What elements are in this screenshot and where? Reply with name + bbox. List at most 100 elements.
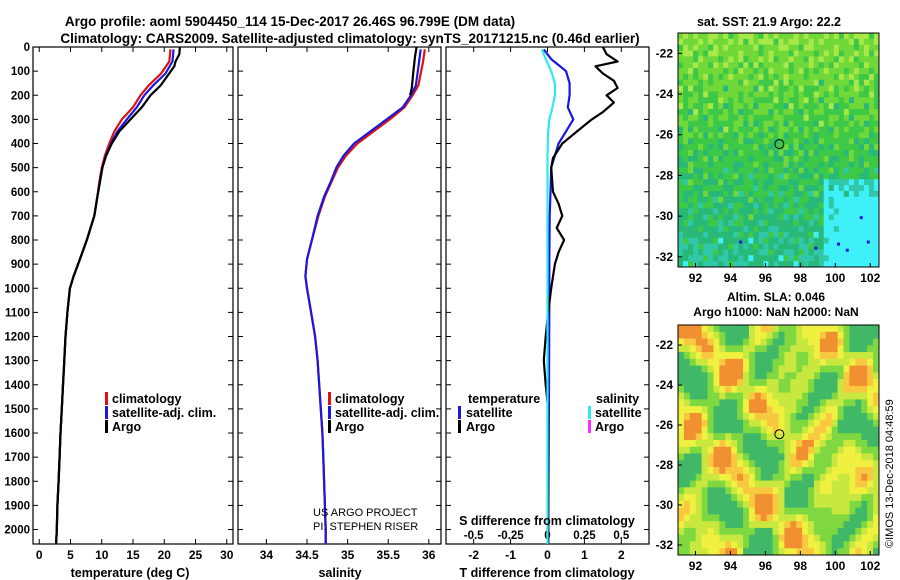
map-cell <box>868 50 875 57</box>
map-cell <box>695 419 703 427</box>
map-cell <box>788 214 794 221</box>
map-cell <box>689 331 697 339</box>
map-cell <box>798 85 805 92</box>
map-cell <box>772 453 779 461</box>
map-cell <box>802 419 809 427</box>
map-cell <box>778 126 784 133</box>
map-cell <box>808 202 815 209</box>
map-cell <box>798 179 805 186</box>
map-cell <box>823 109 830 116</box>
map-cell <box>678 249 684 256</box>
map-cell <box>833 208 840 215</box>
map-cell <box>825 331 833 339</box>
map-cell <box>813 338 821 346</box>
map-cell <box>678 494 685 502</box>
map-cell <box>853 79 860 87</box>
map-cell <box>772 426 779 434</box>
map-cell <box>828 150 835 157</box>
map-cell <box>873 419 880 427</box>
map-cell <box>803 114 810 122</box>
map-cell <box>863 79 870 87</box>
map-cell <box>698 33 704 40</box>
map-cell <box>796 433 803 441</box>
map-cell <box>768 167 774 174</box>
map-cell <box>737 487 744 495</box>
map-cell <box>683 379 691 387</box>
map-cell <box>725 453 732 461</box>
map-cell <box>837 527 844 536</box>
map-cell <box>708 167 714 174</box>
map-cell <box>693 150 699 157</box>
map-cell <box>708 56 714 63</box>
map-cell <box>763 179 769 186</box>
map-cell <box>828 132 835 139</box>
map-cell <box>825 541 833 549</box>
map-cell <box>693 50 699 57</box>
map-cell <box>693 126 699 133</box>
map-cell <box>703 97 709 104</box>
map-cell <box>788 231 794 239</box>
map-cell <box>813 202 820 209</box>
map-cell <box>849 453 856 461</box>
map-cell <box>803 243 810 250</box>
map-cell <box>753 261 759 268</box>
map-cell <box>813 500 821 509</box>
map-cell <box>725 548 732 556</box>
map-cell <box>695 480 703 488</box>
map-cell <box>773 56 779 63</box>
map-cell <box>843 50 850 57</box>
map-cell <box>823 237 830 244</box>
map-cell <box>707 487 714 495</box>
map-cell <box>773 103 779 110</box>
map-cell <box>719 345 726 353</box>
temperature-plot-frame <box>32 46 234 545</box>
map-cell <box>701 534 708 542</box>
map-cell <box>788 179 794 186</box>
map-cell <box>798 155 805 163</box>
map-cell <box>833 185 840 192</box>
map-cell <box>798 103 805 110</box>
map-cell <box>760 507 768 515</box>
map-cell <box>743 534 750 542</box>
x-tick-label: 34.5 <box>295 548 319 562</box>
map-cell <box>760 352 768 360</box>
map-cell <box>718 243 724 250</box>
map-cell <box>688 44 694 51</box>
map-cell <box>843 85 850 92</box>
map-cell <box>853 85 860 92</box>
map-cell <box>723 68 729 75</box>
map-cell <box>743 103 749 110</box>
map-cell <box>689 352 697 360</box>
map-cell <box>863 190 870 198</box>
map-cell <box>743 460 750 468</box>
map-cell <box>778 161 784 168</box>
map-cell <box>719 365 726 373</box>
map-cell <box>803 38 810 46</box>
map-cell <box>867 494 874 502</box>
map-cell <box>738 44 744 51</box>
map-cell <box>778 179 784 186</box>
map-cell <box>849 331 856 339</box>
map-cell <box>803 109 810 116</box>
map-cell <box>678 338 685 346</box>
map-cell <box>803 208 810 215</box>
map-cell <box>713 352 720 360</box>
map-cell <box>843 243 850 250</box>
map-cell <box>707 426 714 434</box>
map-cell <box>798 208 805 215</box>
map-cell <box>683 196 689 204</box>
map-cell <box>819 358 827 366</box>
map-cell <box>743 548 750 556</box>
map-cell <box>758 220 764 227</box>
map-cell <box>778 237 784 244</box>
map-cell <box>831 487 839 495</box>
map-cell <box>873 202 880 209</box>
map-cell <box>707 541 714 549</box>
map-cell <box>737 548 744 556</box>
map-cell <box>868 79 875 87</box>
map-cell <box>689 338 697 346</box>
map-cell <box>808 399 815 407</box>
difference-x-axis-ticks: -2 -1 0 1 2 <box>468 47 625 562</box>
map-cell <box>743 406 750 414</box>
map-cell <box>831 453 839 461</box>
